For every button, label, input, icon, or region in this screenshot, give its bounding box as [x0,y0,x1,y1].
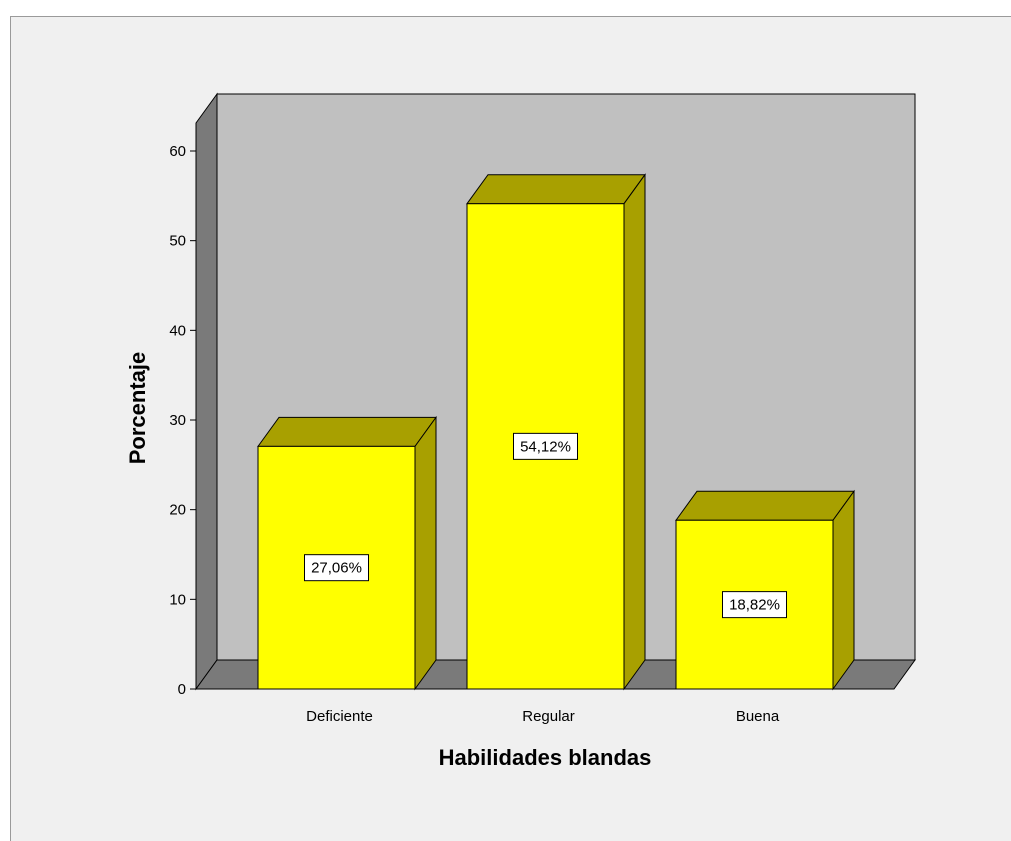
x-category-label: Buena [736,708,780,725]
bar-buena: 18,82% [675,489,855,691]
y-tick-label: 60 [169,143,186,160]
y-axis-ticks: 0 10 20 30 40 50 60 [169,143,196,698]
x-category-label: Regular [522,708,575,725]
bar-side [623,173,646,691]
y-tick-label: 50 [169,233,186,250]
data-label: 27,06% [311,560,362,577]
y-tick-label: 40 [169,322,186,339]
y-axis-title: Porcentaje [125,352,150,465]
bar-top [257,416,437,447]
x-axis-title: Habilidades blandas [439,745,652,770]
y-tick-label: 20 [169,502,186,519]
bars: 27,06% 54,12% 18,82% [257,173,855,691]
data-label-box [304,554,369,582]
bar-top [466,174,646,205]
data-label: 54,12% [520,438,571,455]
bar-side [832,489,855,691]
data-label: 18,82% [729,597,780,614]
bar-side [414,415,437,691]
data-label-box [722,591,787,619]
y-tick-label: 0 [178,681,186,698]
y-tick-label: 10 [169,591,186,608]
data-label-box [513,432,578,460]
side-wall [195,92,218,691]
x-axis-categories: Deficiente Regular Buena [306,708,780,725]
bar-regular: 54,12% [466,173,646,691]
y-tick-label: 30 [169,412,186,429]
x-category-label: Deficiente [306,708,373,725]
bar-deficiente: 27,06% [257,415,437,691]
bar-top [675,490,855,521]
